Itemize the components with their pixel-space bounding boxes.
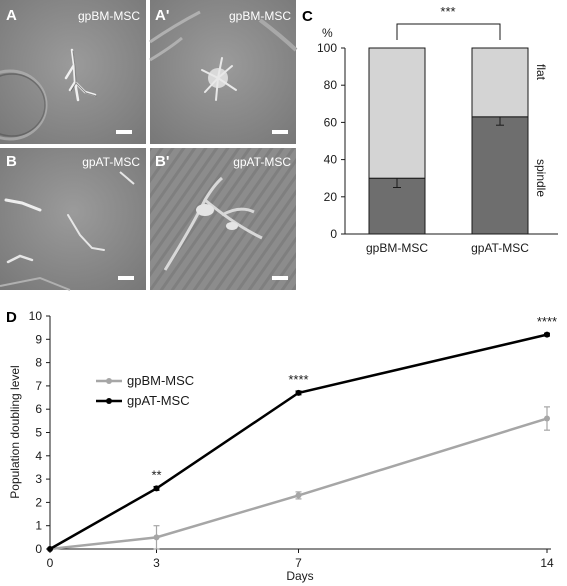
chart-d-ytick-label: 9 [35, 332, 42, 346]
segment-label-spindle: spindle [534, 159, 548, 197]
panel-d-letter: D [6, 309, 17, 326]
point-gpBM-MSC [153, 534, 160, 541]
line-gpBM-MSC [49, 417, 548, 551]
chart-c-ylabel: % [322, 26, 333, 40]
panel-b-prime-letter: B' [155, 153, 169, 170]
legend-label-gpBM-MSC: gpBM-MSC [127, 373, 194, 388]
point-gpBM-MSC [295, 492, 302, 499]
chart-c: C % 0 20 40 60 80 100 gpBM-MSC gpAT-MSC flat sp… [302, 4, 558, 255]
panel-b-label: gpAT-MSC [82, 155, 140, 169]
micrograph-b-prime: B' gpAT-MSC [150, 148, 296, 290]
chart-d-xtick-label: 0 [47, 556, 54, 570]
significance-annotation: **** [288, 372, 308, 387]
chart-c-ytick-label: 20 [324, 190, 338, 204]
chart-c-ytick-label: 0 [330, 227, 337, 241]
micrograph-b: B gpAT-MSC [0, 148, 146, 291]
bar-flat-gpBM-MSC [368, 47, 426, 179]
significance-bracket [396, 23, 501, 40]
chart-d-ytick-label: 10 [29, 309, 43, 323]
panel-a-letter: A [6, 7, 17, 24]
point-gpAT-MSC [544, 331, 550, 338]
legend-label-gpAT-MSC: gpAT-MSC [127, 393, 190, 408]
chart-c-category-label: gpAT-MSC [471, 241, 529, 255]
point-gpBM-MSC [544, 415, 550, 422]
panel-a-label: gpBM-MSC [78, 9, 140, 23]
chart-d-ytick-label: 1 [35, 519, 42, 533]
chart-d-xtick-label: 3 [153, 556, 160, 570]
chart-d-ylabel: Population doubling level [8, 365, 22, 498]
micrograph-a: A gpBM-MSC [0, 0, 146, 144]
panel-b-letter: B [6, 153, 17, 170]
chart-d-ytick-label: 7 [35, 379, 42, 393]
legend-marker-gpAT-MSC [106, 398, 112, 404]
chart-d-ytick-label: 6 [35, 402, 42, 416]
point-gpAT-MSC [47, 546, 53, 552]
chart-c-category-label: gpBM-MSC [366, 241, 428, 255]
significance-annotation: ** [151, 468, 161, 483]
chart-d: D Population doubling level Days 0 1 2 3 4 5 6… [6, 309, 557, 583]
chart-d-ytick-label: 3 [35, 472, 42, 486]
point-gpAT-MSC [295, 389, 302, 396]
chart-c-ytick-label: 40 [324, 153, 338, 167]
legend-marker-gpBM-MSC [106, 378, 112, 384]
chart-d-ytick-label: 2 [35, 495, 42, 509]
segment-label-flat: flat [534, 64, 548, 81]
bar-flat-gpAT-MSC [471, 47, 529, 118]
chart-d-xtick-label: 7 [295, 556, 302, 570]
panel-b-prime-label: gpAT-MSC [233, 155, 291, 169]
point-gpAT-MSC [153, 485, 160, 492]
chart-c-ytick-label: 80 [324, 78, 338, 92]
panel-c-letter: C [302, 8, 313, 25]
chart-c-ytick-label: 60 [324, 115, 338, 129]
chart-c-ytick-label: 100 [317, 41, 337, 55]
bar-spindle-gpAT-MSC [471, 116, 529, 235]
line-gpAT-MSC [49, 333, 548, 551]
chart-d-ytick-label: 5 [35, 426, 42, 440]
micrograph-a-prime: A' gpBM-MSC [149, 0, 298, 144]
chart-d-ytick-label: 0 [35, 542, 42, 556]
chart-d-xlabel: Days [286, 569, 313, 583]
panel-a-prime-letter: A' [155, 7, 169, 24]
significance-annotation: **** [537, 314, 557, 329]
chart-d-ytick-label: 8 [35, 356, 42, 370]
chart-c-significance: *** [440, 4, 455, 19]
panel-a-prime-label: gpBM-MSC [229, 9, 291, 23]
chart-d-xtick-label: 14 [540, 556, 554, 570]
chart-d-ytick-label: 4 [35, 449, 42, 463]
